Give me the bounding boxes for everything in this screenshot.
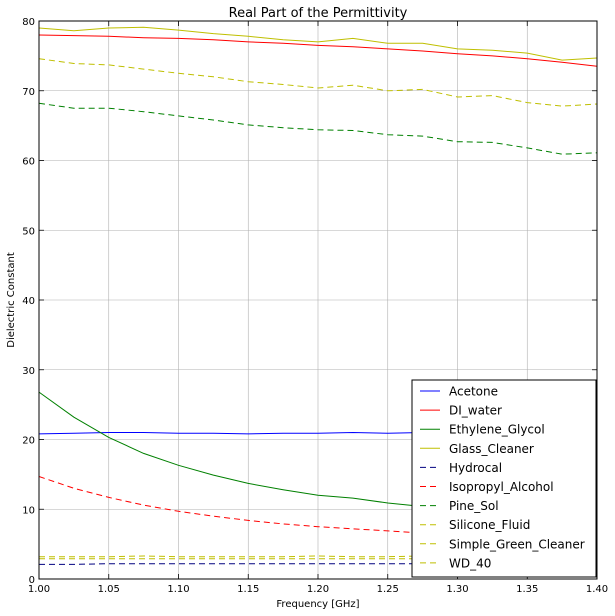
legend-label: DI_water (449, 404, 502, 418)
y-tick-label: 40 (22, 296, 35, 307)
series-line-pine-sol (38, 102, 598, 155)
chart-title: Real Part of the Permittivity (229, 6, 408, 21)
legend-box (411, 379, 597, 578)
axis-ticks: 1.00 1.05 1.10 1.15 1.20 1.25 1.30 1.35 1.40 0 10 2… (22, 17, 608, 595)
legend-label: Simple_Green_Cleaner (449, 537, 585, 551)
y-tick-label: 0 (29, 575, 35, 586)
y-tick-label: 70 (22, 87, 35, 98)
y-tick-label: 10 (22, 505, 35, 516)
series-line-simple-green-cleaner (38, 58, 598, 107)
legend-label: Isopropyl_Alcohol (449, 480, 554, 494)
y-tick-label: 20 (22, 436, 35, 447)
y-tick-label: 60 (22, 157, 35, 168)
legend-label: WD_40 (449, 556, 491, 570)
x-tick-label: 1.30 (446, 584, 468, 595)
x-tick-label: 1.00 (28, 584, 50, 595)
series-line-glass-cleaner (38, 26, 598, 61)
y-tick-label: 50 (22, 226, 35, 237)
legend-label: Hydrocal (449, 461, 502, 475)
y-tick-label: 80 (22, 17, 35, 28)
x-tick-label: 1.40 (586, 584, 608, 595)
legend: Acetone DI_water Ethylene_Glycol Glass_Clea… (411, 379, 597, 578)
legend-label: Pine_Sol (449, 499, 499, 513)
x-axis-label: Frequency [GHz] (276, 599, 359, 610)
y-tick-label: 30 (22, 366, 35, 377)
series-line-di-water (38, 34, 598, 67)
x-tick-label: 1.10 (167, 584, 189, 595)
x-tick-label: 1.05 (98, 584, 120, 595)
legend-label: Acetone (449, 385, 498, 399)
x-tick-label: 1.35 (516, 584, 538, 595)
legend-label: Glass_Cleaner (449, 442, 534, 456)
legend-label: Ethylene_Glycol (449, 423, 545, 437)
x-tick-label: 1.25 (377, 584, 399, 595)
x-tick-label: 1.20 (307, 584, 329, 595)
y-axis-label: Dielectric Constant (6, 252, 17, 348)
grid (39, 21, 597, 579)
x-tick-label: 1.15 (237, 584, 259, 595)
legend-label: Silicone_Fluid (449, 518, 530, 532)
